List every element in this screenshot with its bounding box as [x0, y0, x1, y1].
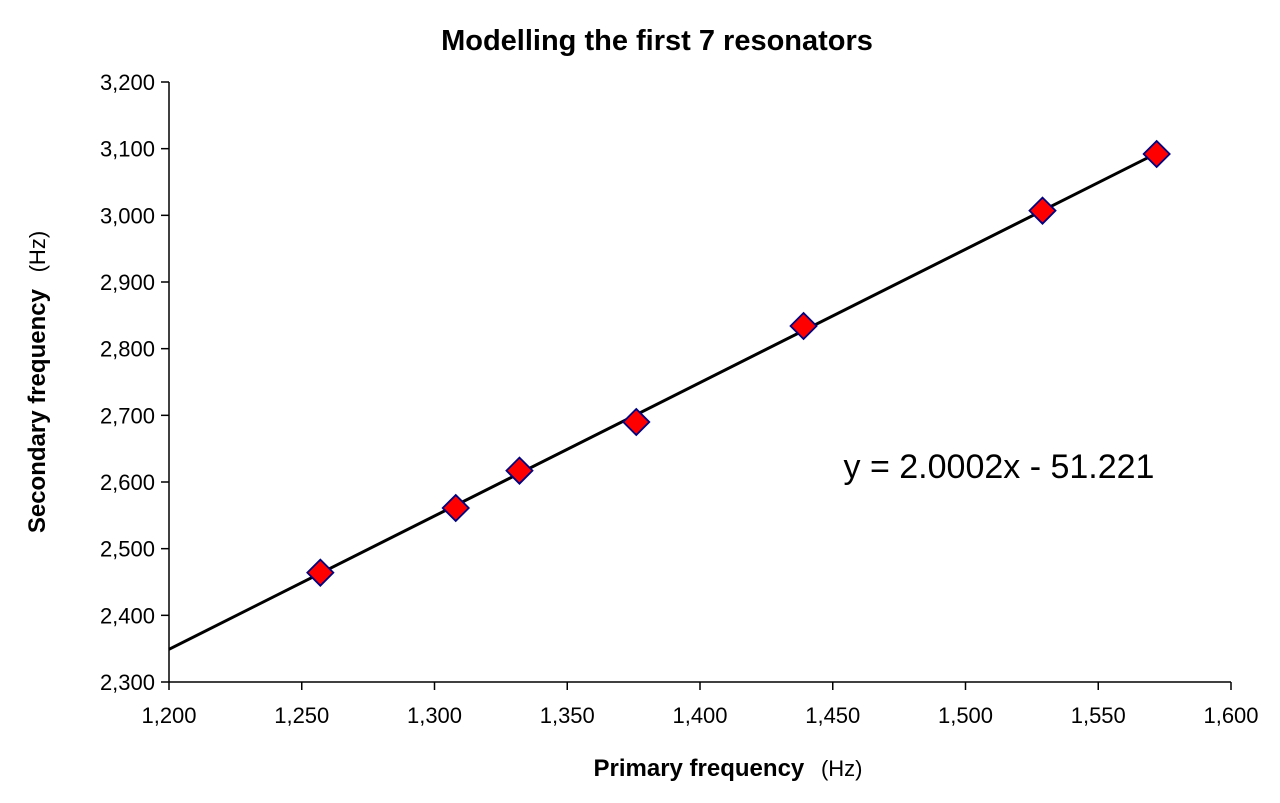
data-point: [1142, 139, 1171, 169]
y-tick-label: 2,800: [100, 337, 155, 362]
y-tick-label: 2,300: [100, 670, 155, 695]
data-point: [306, 558, 335, 587]
chart-title: Modelling the first 7 resonators: [441, 25, 873, 57]
x-axis-title: Primary frequency (Hz): [594, 755, 863, 782]
x-tick-label: 1,550: [1071, 703, 1126, 728]
x-axis-unit: (Hz): [821, 756, 863, 781]
y-tick-label: 2,500: [100, 537, 155, 562]
x-tick-label: 1,450: [805, 703, 860, 728]
x-tick-label: 1,350: [540, 703, 595, 728]
y-tick-label: 2,900: [100, 270, 155, 295]
y-tick-label: 3,100: [100, 137, 155, 162]
y-axis-unit: (Hz): [25, 231, 50, 273]
y-axis-title: Secondary frequency (Hz): [24, 231, 51, 533]
y-tick-label: 3,200: [100, 70, 155, 95]
y-tick-label: 2,600: [100, 470, 155, 495]
x-tick-label: 1,400: [672, 703, 727, 728]
x-tick-label: 1,500: [938, 703, 993, 728]
x-axis-label: Primary frequency: [594, 755, 805, 782]
x-ticks: 1,200 1,250 1,300 1,350 1,400 1,450 1,500 1,550…: [141, 682, 1259, 728]
y-tick-label: 2,700: [100, 403, 155, 428]
y-ticks: 2,300 2,400 2,500 2,600 2,700 2,800 2,900 3,000…: [100, 70, 169, 695]
x-tick-label: 1,250: [274, 703, 329, 728]
x-tick-label: 1,300: [407, 703, 462, 728]
y-axis-label: Secondary frequency: [24, 288, 51, 533]
data-point: [622, 407, 651, 437]
data-points: [306, 139, 1171, 587]
data-point: [789, 311, 818, 341]
trendline: [168, 151, 1158, 651]
trendline-equation: y = 2.0002x - 51.221: [844, 448, 1155, 486]
x-tick-label: 1,200: [141, 703, 196, 728]
x-tick-label: 1,600: [1203, 703, 1258, 728]
y-tick-label: 3,000: [100, 203, 155, 228]
data-point: [1028, 196, 1057, 225]
y-tick-label: 2,400: [100, 603, 155, 628]
data-point: [505, 456, 534, 485]
data-point: [441, 493, 471, 523]
